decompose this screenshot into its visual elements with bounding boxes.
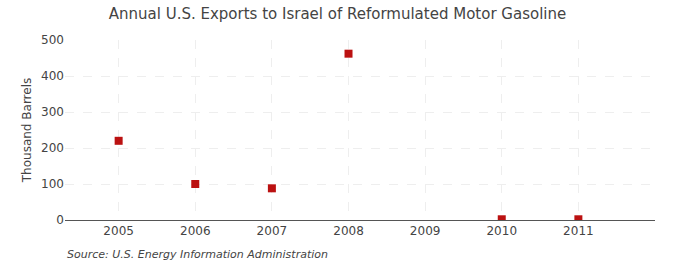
svg-text:2010: 2010 [486, 224, 517, 238]
svg-text:0: 0 [56, 213, 64, 227]
svg-text:2009: 2009 [410, 224, 441, 238]
svg-text:2005: 2005 [103, 224, 134, 238]
svg-text:200: 200 [41, 141, 64, 155]
svg-text:Annual U.S. Exports to Israel: Annual U.S. Exports to Israel of Reformu… [109, 5, 566, 23]
svg-text:400: 400 [41, 69, 64, 83]
svg-text:2008: 2008 [333, 224, 364, 238]
svg-text:Source: U.S. Energy Informatio: Source: U.S. Energy Information Administ… [67, 248, 328, 261]
svg-text:500: 500 [41, 33, 64, 47]
svg-text:300: 300 [41, 105, 64, 119]
svg-text:100: 100 [41, 177, 64, 191]
svg-text:2006: 2006 [180, 224, 211, 238]
svg-text:Thousand Barrels: Thousand Barrels [20, 78, 34, 183]
svg-text:2011: 2011 [563, 224, 594, 238]
svg-text:2007: 2007 [257, 224, 288, 238]
